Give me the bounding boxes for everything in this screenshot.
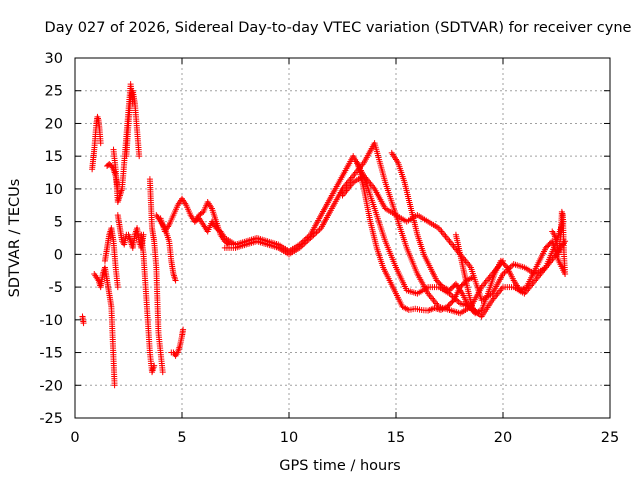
data-point [172,277,179,284]
series-early-k [146,176,166,376]
data-point [499,259,506,266]
series-track-6 [452,231,481,317]
data-points [79,81,569,389]
data-point [136,153,143,160]
data-point [501,261,508,268]
x-tick-label: 10 [280,430,298,446]
y-tick-label: -15 [39,346,63,362]
data-point [544,243,551,250]
series-early-h [123,87,143,160]
data-point [444,303,451,310]
data-point [159,369,166,376]
x-tick-label: 0 [70,430,79,446]
axis-ticks: 0 5 10 15 20 25 -25 -20 -15 -10 -5 0 5 10 15 20 25 30 [39,51,619,446]
y-tick-label: 30 [45,51,63,67]
data-point [546,240,553,247]
chart-title: Day 027 of 2026, Sidereal Day-to-day VTE… [45,20,632,36]
data-point [445,302,452,309]
x-tick-label: 25 [601,430,619,446]
data-point [502,263,509,270]
data-point [470,274,477,281]
data-point [436,280,443,287]
data-point [562,271,569,277]
data-point [180,326,187,333]
series-early-g [114,212,130,248]
data-point [437,281,444,288]
y-tick-label: -25 [39,411,63,427]
data-point [448,299,455,306]
series-early-e [101,225,121,291]
data-point [114,284,121,291]
y-tick-label: -5 [49,280,63,296]
data-point [474,310,481,317]
y-tick-label: 15 [45,149,63,165]
series-early-d [104,161,121,192]
series-early-b [89,113,104,173]
x-tick-label: 15 [387,430,405,446]
series-early-j [138,231,158,376]
data-point [80,320,87,327]
data-point [151,362,158,369]
y-tick-label: 20 [45,116,63,132]
y-tick-label: -10 [39,313,63,329]
y-tick-label: 25 [45,84,63,100]
data-point [446,301,453,308]
data-point [433,277,440,284]
data-point [542,244,549,251]
plot-frame [74,57,611,419]
data-point [472,309,479,316]
series-track-5 [388,149,569,317]
x-tick-label: 20 [494,430,512,446]
data-point [497,257,504,264]
data-point [198,209,205,216]
data-point [111,382,118,389]
y-axis-label: SDTVAR / TECUs [7,179,23,298]
data-point [465,303,472,310]
series-early-m [168,326,187,359]
data-point [434,278,441,285]
y-tick-label: 0 [54,247,63,263]
data-point [450,283,457,290]
series-early-c [91,264,118,389]
y-tick-label: 5 [54,215,63,231]
data-point [545,242,552,249]
data-point [500,260,507,267]
data-point [447,286,454,293]
y-tick-label: -20 [39,378,63,394]
data-point [449,284,456,291]
data-point [97,140,104,147]
data-point [446,287,453,294]
y-tick-label: 10 [45,182,63,198]
series-late-spikes [549,208,569,277]
data-point [459,281,466,288]
x-axis-label: GPS time / hours [279,458,400,474]
series-early-a [79,313,87,327]
series-early-i [125,225,147,251]
x-tick-label: 5 [177,430,186,446]
data-point [449,298,456,305]
